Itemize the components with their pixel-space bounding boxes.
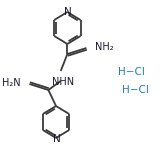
Text: H−Cl: H−Cl bbox=[122, 85, 149, 95]
Text: NHN: NHN bbox=[52, 77, 74, 87]
Text: N: N bbox=[63, 7, 71, 17]
Text: H₂N: H₂N bbox=[2, 78, 21, 88]
Text: H−Cl: H−Cl bbox=[118, 67, 144, 77]
Text: NH₂: NH₂ bbox=[95, 42, 114, 52]
Text: N: N bbox=[53, 134, 61, 144]
